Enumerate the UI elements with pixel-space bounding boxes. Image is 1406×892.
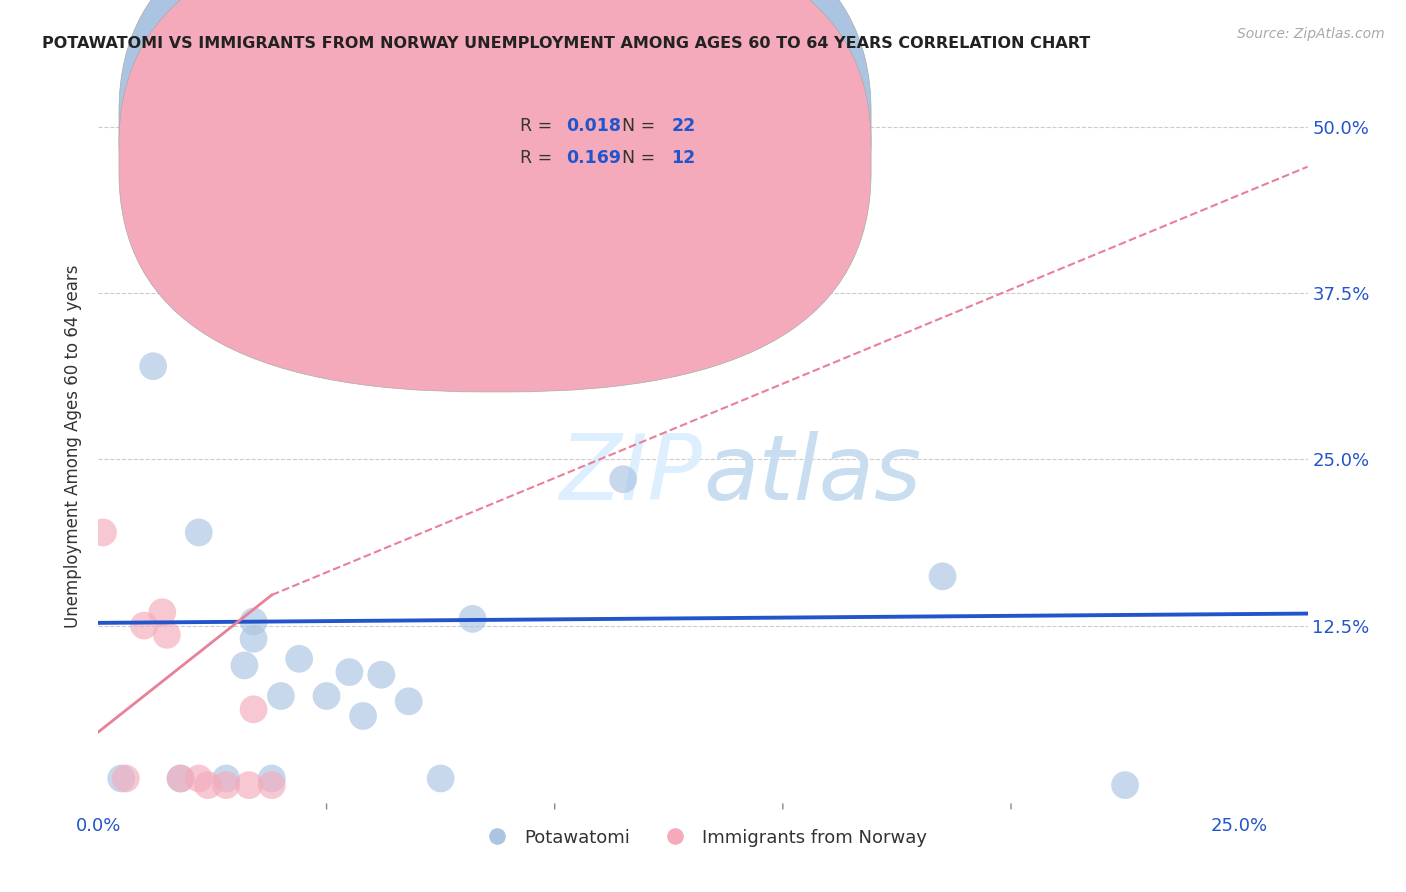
Point [169, 772, 191, 786]
Text: 0.169: 0.169 [567, 149, 621, 167]
Point [260, 778, 283, 792]
Text: Source: ZipAtlas.com: Source: ZipAtlas.com [1237, 27, 1385, 41]
Point [215, 778, 238, 792]
Point [91, 525, 114, 540]
Point [156, 628, 179, 642]
FancyBboxPatch shape [461, 91, 769, 176]
Point [187, 525, 209, 540]
FancyBboxPatch shape [120, 0, 872, 359]
FancyBboxPatch shape [120, 0, 872, 392]
Point [260, 772, 283, 786]
Point [315, 689, 337, 703]
Point [215, 772, 238, 786]
Point [352, 709, 374, 723]
Point [1114, 778, 1136, 792]
Point [132, 618, 155, 632]
Point [238, 778, 260, 792]
Point [429, 772, 451, 786]
Point [242, 615, 264, 629]
Point [142, 193, 165, 207]
Text: POTAWATOMI VS IMMIGRANTS FROM NORWAY UNEMPLOYMENT AMONG AGES 60 TO 64 YEARS CORR: POTAWATOMI VS IMMIGRANTS FROM NORWAY UNE… [42, 36, 1091, 51]
Legend: Potawatomi, Immigrants from Norway: Potawatomi, Immigrants from Norway [471, 822, 935, 854]
Point [233, 658, 256, 673]
Point [114, 772, 136, 786]
Point [242, 632, 264, 646]
Point [270, 689, 292, 703]
Point [169, 772, 191, 786]
Point [370, 667, 392, 681]
Point [398, 694, 420, 708]
Text: N =: N = [612, 149, 661, 167]
Point [197, 778, 219, 792]
Text: ZIP: ZIP [560, 431, 703, 519]
Text: 12: 12 [672, 149, 696, 167]
Y-axis label: Unemployment Among Ages 60 to 64 years: Unemployment Among Ages 60 to 64 years [65, 264, 83, 628]
Point [110, 772, 132, 786]
Point [461, 612, 484, 626]
Point [288, 652, 311, 666]
Point [612, 472, 634, 486]
Text: 0.018: 0.018 [567, 117, 621, 135]
Point [187, 772, 209, 786]
Point [931, 569, 953, 583]
Text: R =: R = [520, 149, 558, 167]
Point [142, 359, 165, 374]
Text: R =: R = [520, 117, 558, 135]
Text: N =: N = [612, 117, 661, 135]
Text: atlas: atlas [703, 431, 921, 519]
Point [150, 605, 173, 619]
Point [242, 702, 264, 716]
Point [337, 665, 360, 679]
Text: 22: 22 [672, 117, 696, 135]
